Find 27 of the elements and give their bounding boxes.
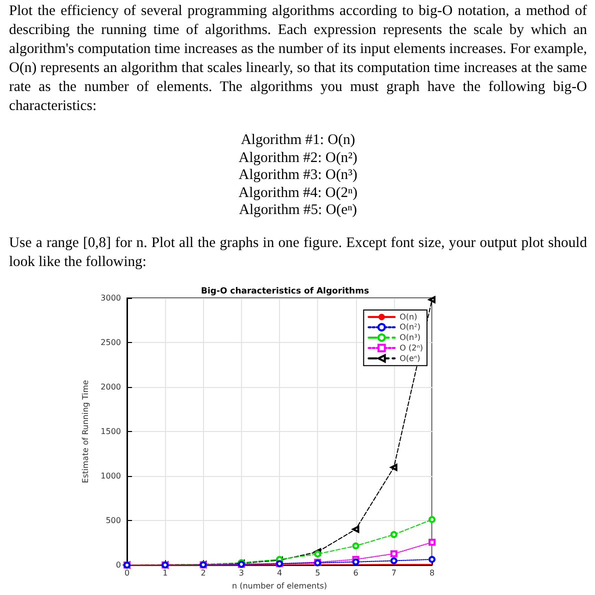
- text: Algorithm #1: O(n) Algorithm #2: O(n²) Algorithm #3: O(n³) Algorithm #4: O(2ⁿ) Algorithm #5: O(eⁿ): [238, 132, 358, 220]
- x-tick-label: 4: [276, 568, 282, 578]
- y-tick-label: 1500: [100, 427, 121, 436]
- y-tick-label: 0: [116, 560, 121, 570]
- y-tick-label: 3000: [100, 294, 121, 302]
- x-tick-label: 2: [200, 568, 206, 578]
- x-tick-label: 8: [429, 568, 435, 578]
- x-tick-label: 3: [238, 568, 244, 578]
- x-tick-label: 0: [124, 568, 130, 578]
- x-tick-label: 6: [353, 568, 358, 578]
- x-axis-title: n (number of elements): [232, 582, 328, 590]
- y-axis-title: Estimate of Running Time: [81, 380, 90, 484]
- legend-label: O(n²): [400, 322, 420, 332]
- x-tick-label: 7: [391, 568, 396, 578]
- y-tick-label: 1000: [100, 472, 121, 481]
- chart-title: Big-O characteristics of Algorithms: [200, 286, 370, 296]
- y-tick-label: 2000: [100, 382, 121, 392]
- legend-label: O (2ⁿ): [400, 344, 423, 352]
- legend-label: O(n³): [400, 333, 420, 342]
- y-tick-label: 500: [106, 516, 121, 526]
- legend-label: O(n): [400, 312, 418, 322]
- x-tick-label: 5: [315, 568, 320, 578]
- y-tick-label: 2500: [100, 338, 121, 348]
- legend-label: O(eⁿ): [400, 354, 420, 363]
- x-tick-label: 1: [162, 568, 168, 578]
- text: Use a range [0,8] for n. Plot all the graphs in one figure. Except font size, your output plot should look like the following:: [9, 234, 587, 272]
- text: Plot the efficiency of several programming algorithms according to big-O notation, a method of describing the running time of algorithms. Each expression represents the scale by which an algorithm's computation time increases as the number of its input elements increases. For example, O(n) represents an algorithm that scales linearly, so that its computation time increases at the same rate as the number of elements. The algorithms you must graph have the following big-O characteristics:: [9, 2, 587, 116]
